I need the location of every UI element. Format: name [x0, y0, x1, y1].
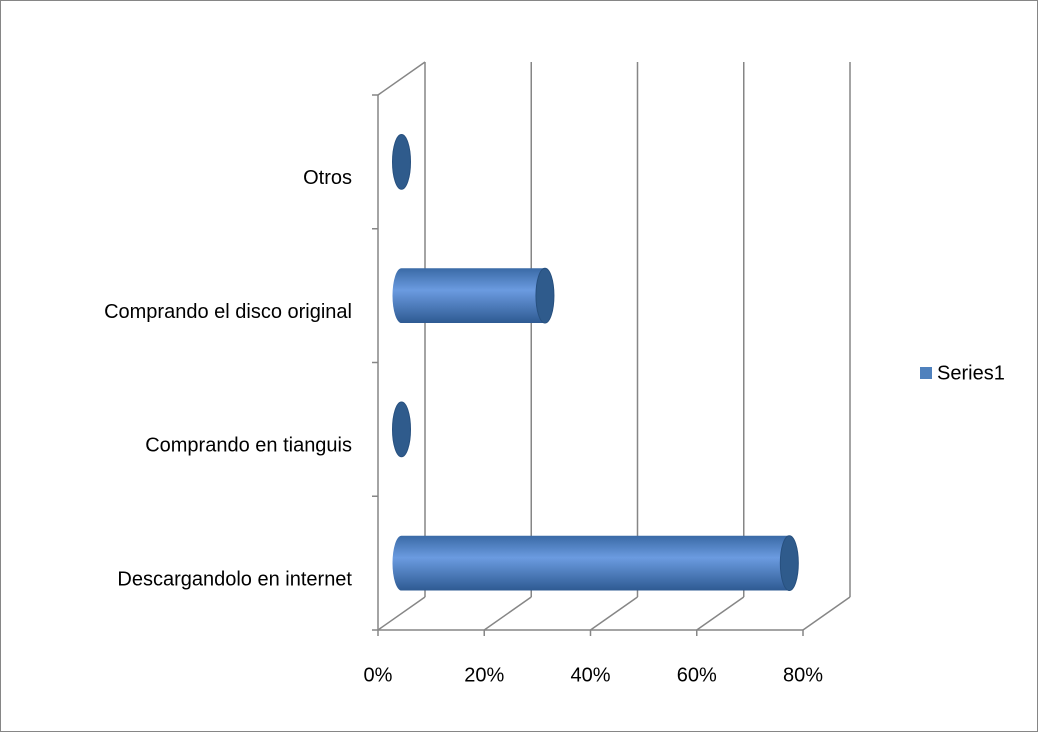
- wall-edge: [377, 61, 426, 96]
- bar-cap: [779, 535, 799, 592]
- y-tick-label: Comprando en tianguis: [145, 435, 352, 457]
- floor-line: [590, 596, 638, 631]
- y-tick-label: Otros: [303, 167, 352, 189]
- floor-line: [696, 596, 745, 631]
- bar-cap: [535, 267, 555, 324]
- floor-line: [377, 596, 426, 631]
- bar-cap: [392, 401, 411, 458]
- floor-line: [483, 596, 532, 631]
- x-tick-label: 60%: [677, 664, 717, 686]
- bar-cap: [392, 133, 411, 190]
- legend-swatch: [920, 367, 932, 379]
- x-tick-label: 80%: [783, 664, 823, 686]
- x-tick-label: 20%: [464, 664, 504, 686]
- y-tick-label: Comprando el disco original: [104, 301, 352, 323]
- x-tick-label: 40%: [570, 664, 610, 686]
- x-tick-label: 0%: [364, 664, 393, 686]
- bar: [392, 535, 790, 591]
- bar: [392, 268, 545, 324]
- legend-label: Series1: [937, 362, 1005, 384]
- floor-line: [802, 596, 851, 631]
- y-tick-label: Descargandolo en internet: [117, 568, 352, 590]
